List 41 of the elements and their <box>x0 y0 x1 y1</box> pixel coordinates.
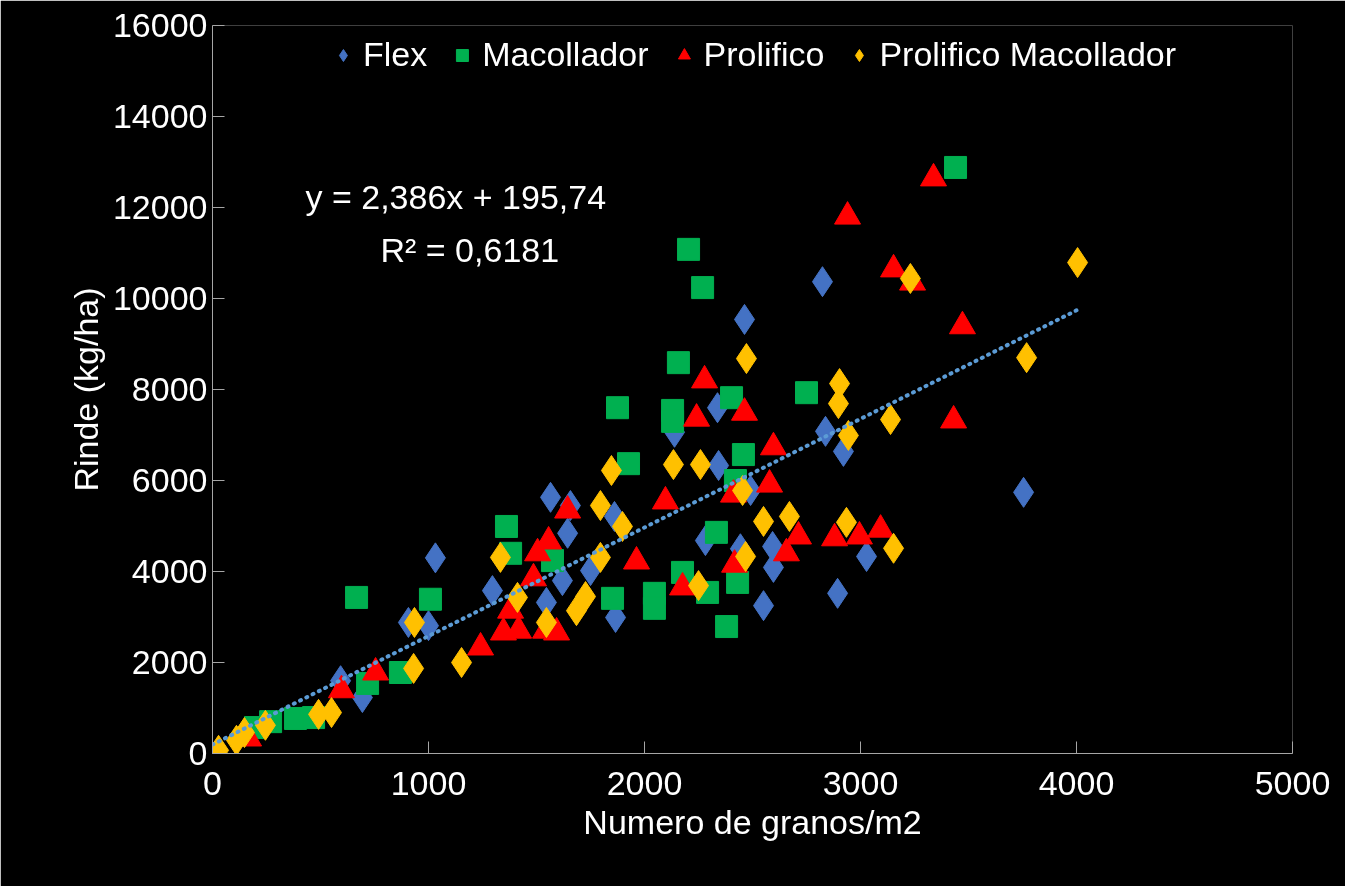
point <box>944 155 968 179</box>
point <box>677 237 701 261</box>
y-tick-label: 4000 <box>131 552 208 590</box>
legend-label: Flex <box>362 35 428 74</box>
point <box>494 514 518 538</box>
point <box>666 351 690 375</box>
point <box>601 586 625 610</box>
legend-label: Prolifico <box>703 35 825 74</box>
point <box>731 443 755 467</box>
x-tick-label: 1000 <box>390 763 467 802</box>
y-tick-label: 14000 <box>112 97 208 135</box>
x-tick-label: 4000 <box>1038 763 1115 802</box>
point <box>642 596 666 620</box>
y-tick-label: 6000 <box>131 461 208 499</box>
point <box>617 452 641 476</box>
y-axis-title: Rinde (kg/ha) <box>66 287 105 492</box>
y-tick-label: 8000 <box>131 370 208 408</box>
point <box>704 520 728 544</box>
point <box>418 587 442 611</box>
x-tick-label: 5000 <box>1254 763 1331 802</box>
point <box>451 647 473 678</box>
annotation: y = 2,386x + 195,74 <box>305 177 607 216</box>
y-tick-label: 0 <box>188 734 208 772</box>
point <box>606 396 629 420</box>
x-tick-label: 3000 <box>822 763 899 802</box>
point <box>720 386 744 410</box>
x-axis-title: Numero de granos/m2 <box>583 802 922 841</box>
y-tick-label: 16000 <box>112 6 208 44</box>
x-tick-label: 2000 <box>606 763 683 802</box>
point <box>691 276 715 300</box>
point <box>661 409 685 433</box>
point <box>726 570 750 594</box>
legend-label: Prolifico Macollador <box>879 35 1177 74</box>
point <box>715 615 739 639</box>
legend-label: Macollador <box>482 35 649 74</box>
y-tick-label: 10000 <box>112 279 208 317</box>
annotation: R² = 0,6181 <box>380 230 560 269</box>
y-tick-label: 2000 <box>131 643 208 681</box>
point <box>795 381 818 405</box>
point <box>345 585 369 609</box>
y-tick-label: 12000 <box>112 188 208 226</box>
